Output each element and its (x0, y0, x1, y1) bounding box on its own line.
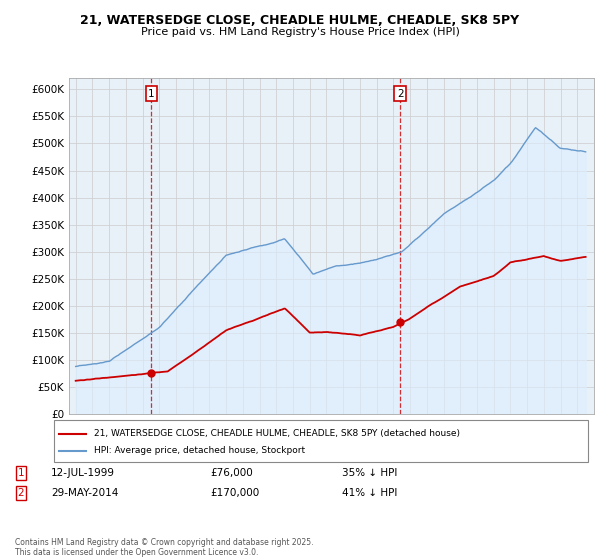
Text: 29-MAY-2014: 29-MAY-2014 (51, 488, 118, 498)
Text: £76,000: £76,000 (210, 468, 253, 478)
Text: 12-JUL-1999: 12-JUL-1999 (51, 468, 115, 478)
Text: 21, WATERSEDGE CLOSE, CHEADLE HULME, CHEADLE, SK8 5PY (detached house): 21, WATERSEDGE CLOSE, CHEADLE HULME, CHE… (94, 430, 460, 438)
Text: HPI: Average price, detached house, Stockport: HPI: Average price, detached house, Stoc… (94, 446, 305, 455)
Text: 41% ↓ HPI: 41% ↓ HPI (342, 488, 397, 498)
Text: Price paid vs. HM Land Registry's House Price Index (HPI): Price paid vs. HM Land Registry's House … (140, 27, 460, 37)
Text: 2: 2 (17, 488, 25, 498)
Text: Contains HM Land Registry data © Crown copyright and database right 2025.
This d: Contains HM Land Registry data © Crown c… (15, 538, 314, 557)
Text: £170,000: £170,000 (210, 488, 259, 498)
Text: 2: 2 (397, 88, 404, 99)
Text: 1: 1 (17, 468, 25, 478)
Text: 35% ↓ HPI: 35% ↓ HPI (342, 468, 397, 478)
Text: 1: 1 (148, 88, 155, 99)
FancyBboxPatch shape (54, 420, 588, 462)
Text: 21, WATERSEDGE CLOSE, CHEADLE HULME, CHEADLE, SK8 5PY: 21, WATERSEDGE CLOSE, CHEADLE HULME, CHE… (80, 14, 520, 27)
